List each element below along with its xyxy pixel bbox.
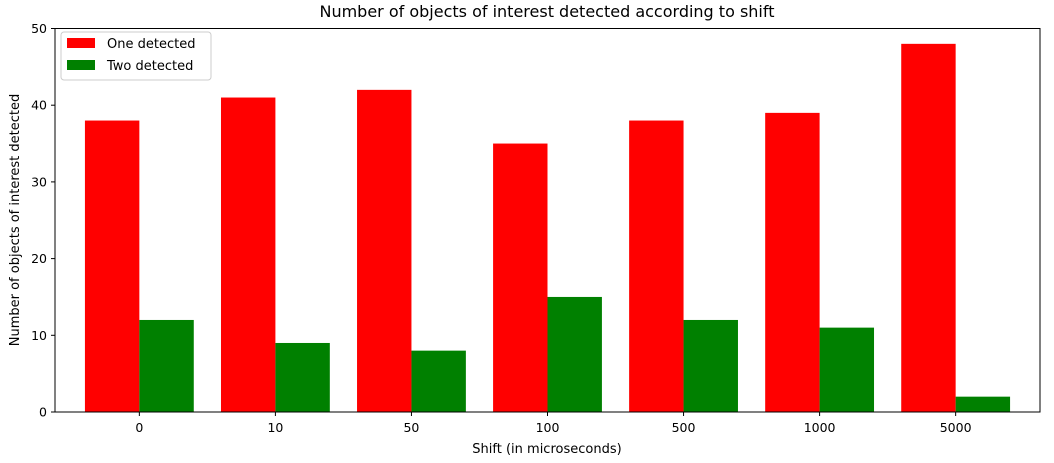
bar-one-detected-5000 — [901, 43, 956, 413]
x-tick-label: 10 — [267, 420, 283, 435]
legend-swatch-two-detected — [67, 60, 95, 70]
bar-one-detected-1000 — [765, 112, 820, 413]
y-tick-label: 20 — [31, 251, 47, 266]
bar-one-detected-10 — [220, 97, 276, 412]
y-axis: 0 10 20 30 40 50 — [31, 21, 55, 420]
x-tick-label: 0 — [135, 420, 143, 435]
y-tick-label: 50 — [31, 21, 47, 36]
bar-two-detected-100 — [547, 296, 602, 412]
y-tick-label: 40 — [31, 98, 47, 113]
y-tick-label: 30 — [31, 174, 47, 189]
y-tick-label: 0 — [39, 405, 47, 420]
legend-label-one-detected: One detected — [107, 37, 195, 52]
x-axis: 0 10 50 100 500 1000 5000 — [135, 412, 972, 435]
y-tick-label: 10 — [31, 328, 47, 343]
plot-area: 0 10 20 30 40 50 0 10 50 100 500 1000 5000 — [31, 21, 1041, 435]
x-tick-label: 100 — [536, 420, 560, 435]
legend-frame — [60, 31, 212, 81]
x-axis-label: Shift (in microseconds) — [472, 442, 621, 457]
bar-two-detected-5000 — [955, 396, 1011, 412]
bar-two-detected-1000 — [819, 327, 875, 412]
bar-two-detected-10 — [275, 342, 330, 412]
bar-one-detected-0 — [84, 120, 140, 412]
legend: One detected Two detected — [60, 31, 212, 81]
legend-swatch-one-detected — [67, 38, 95, 48]
x-tick-label: 50 — [403, 420, 419, 435]
x-tick-label: 5000 — [940, 420, 972, 435]
bars-layer — [84, 43, 1011, 413]
bar-one-detected-100 — [493, 143, 548, 413]
bar-two-detected-500 — [683, 319, 738, 412]
x-tick-label: 500 — [672, 420, 696, 435]
bar-one-detected-50 — [357, 89, 412, 413]
bar-one-detected-500 — [629, 120, 684, 412]
legend-items: One detected Two detected — [67, 37, 195, 74]
y-axis-label: Number of objects of interest detected — [8, 94, 23, 347]
chart-title: Number of objects of interest detected a… — [319, 2, 774, 21]
bar-two-detected-0 — [139, 319, 194, 412]
bar-two-detected-50 — [411, 350, 466, 412]
legend-label-two-detected: Two detected — [106, 59, 193, 74]
x-tick-label: 1000 — [804, 420, 836, 435]
